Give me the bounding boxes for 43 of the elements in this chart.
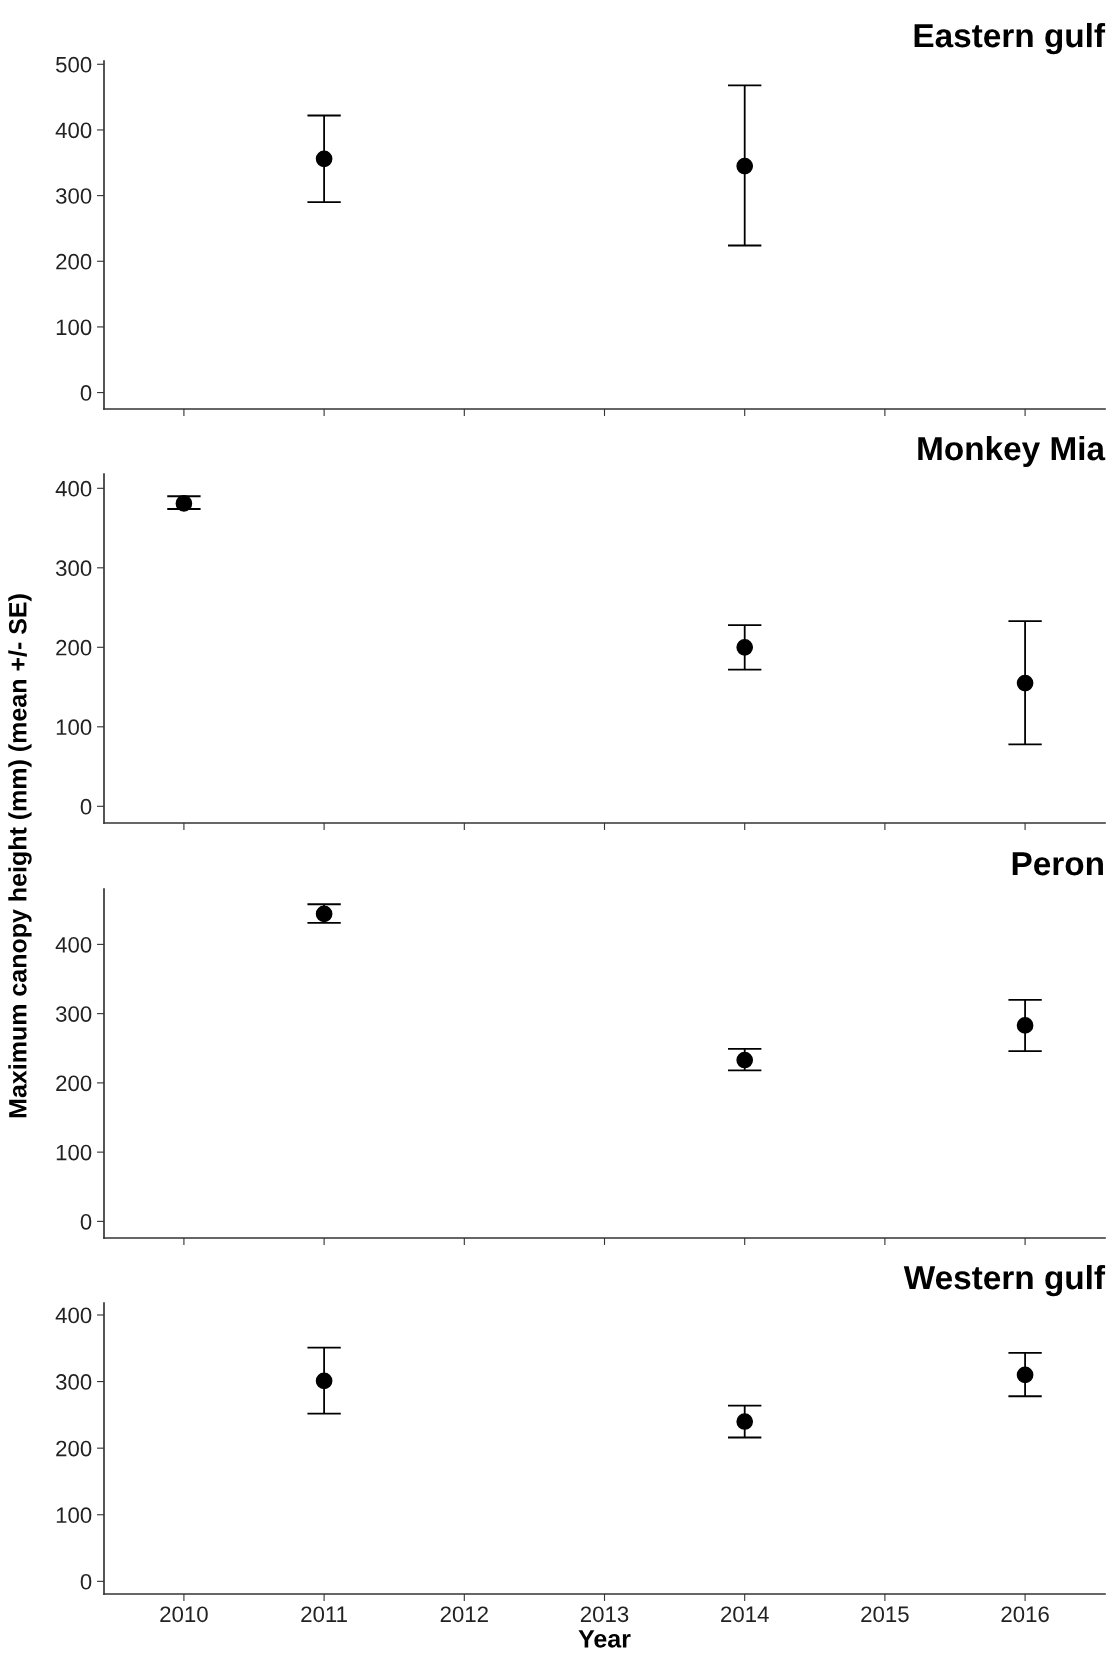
y-tick-label: 400 [55,936,92,953]
y-tick-label: 300 [55,188,92,204]
x-tick-label: 2013 [580,1606,629,1623]
x-tick-label: 2011 [301,1606,347,1623]
point [736,1413,754,1430]
x-tick-label: 2012 [440,1606,488,1623]
y-tick-label: 300 [55,560,92,577]
y-tick-label: 0 [80,798,92,815]
y-tick-label: 100 [56,719,92,736]
y-tick-label: 0 [80,1213,92,1230]
y-tick-label: 100 [56,1507,92,1524]
y-tick-label: 200 [56,1440,92,1457]
y-tick-label: 100 [56,319,92,336]
y-tick-label: 200 [56,1075,92,1092]
point [315,1372,333,1390]
x-tick-label: 2014 [721,1606,769,1623]
chart-title: Monkey Mia [918,435,1106,468]
point [1016,1366,1034,1384]
point [315,905,333,923]
x-axis-title: Year [578,1630,631,1648]
y-tick-label: 300 [55,1374,92,1390]
y-tick-label: 400 [55,1307,92,1324]
y-tick-label: 400 [55,122,92,139]
y-tick-label: 100 [56,1144,92,1161]
y-tick-label: 500 [56,56,92,73]
y-tick-label: 0 [80,385,92,401]
point [736,638,754,656]
point [1016,1017,1034,1034]
point [175,495,193,512]
y-tick-label: 200 [56,253,92,270]
point [1016,674,1034,692]
y-tick-label: 300 [55,1006,92,1022]
chart-title: Eastern gulf [914,22,1106,55]
x-tick-label: 2010 [160,1606,208,1623]
x-tick-label: 2016 [1001,1606,1049,1623]
y-tick-label: 200 [56,639,92,656]
chart-title: Western gulf [903,1264,1106,1297]
y-tick-label: 400 [55,480,92,497]
y-axis-title: Maximum canopy height (mm) (mean +/- SE) [8,594,32,1118]
chart-title: Peron [1012,852,1103,876]
point [736,1051,754,1069]
y-tick-label: 0 [80,1573,92,1590]
x-tick-label: 2015 [861,1606,909,1623]
